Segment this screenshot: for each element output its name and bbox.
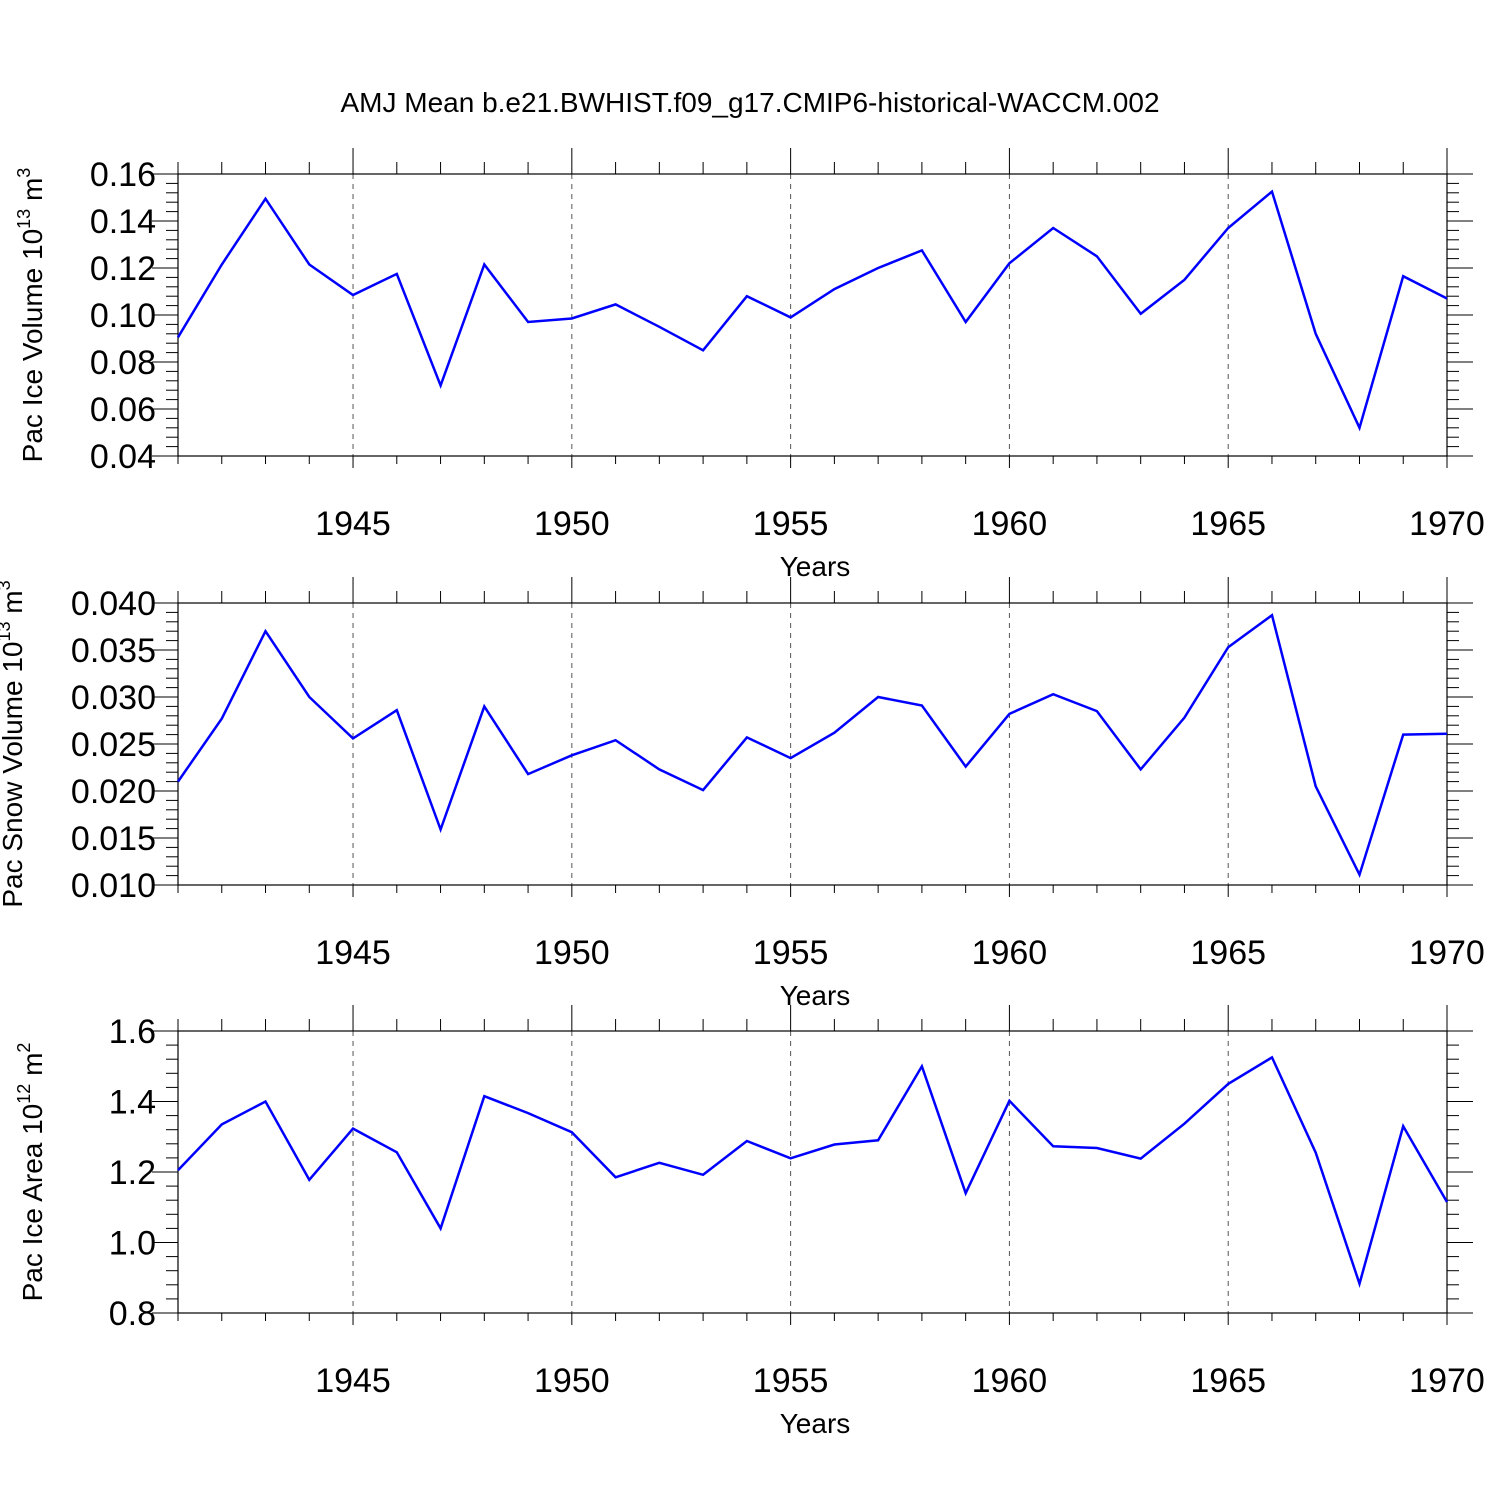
series-line: [176, 613, 1448, 879]
x-tick-label: 1955: [753, 1362, 829, 1400]
y-tick-label: 0.10: [90, 297, 156, 335]
chart-panel-1: 0.04 0.06 0.08 0.10 0.12 0.14 0.16 1945 1950 1955…: [14, 148, 1485, 582]
y-axis-label-unit-exponent: 3: [14, 168, 34, 178]
y-tick-label: 0.12: [90, 250, 156, 288]
y-axis-label-main: Pac Ice Area 10: [17, 1104, 48, 1302]
y-axis-label-exponent: 13: [14, 209, 34, 229]
series-line: [176, 189, 1448, 432]
x-tick-label: 1970: [1409, 934, 1485, 972]
y-axis-label-exponent: 12: [14, 1084, 34, 1104]
y-tick-label: 0.030: [71, 679, 156, 717]
x-tick-label: 1960: [972, 1362, 1048, 1400]
y-tick-label: 0.010: [71, 867, 156, 905]
x-tick-label: 1950: [534, 1362, 610, 1400]
y-axis-label-unit: m: [17, 1053, 48, 1084]
x-tick-label: 1945: [315, 934, 391, 972]
y-axis-label-exponent: 13: [0, 621, 14, 641]
y-tick-label: 0.16: [90, 156, 156, 194]
y-axis-label-unit: m: [17, 178, 48, 209]
y-tick-label: 1.4: [109, 1084, 156, 1122]
y-tick-label: 0.14: [90, 203, 156, 241]
y-tick-label: 0.025: [71, 726, 156, 764]
x-tick-label: 1950: [534, 505, 610, 543]
panels: 0.04 0.06 0.08 0.10 0.12 0.14 0.16 1945 1950 1955…: [0, 148, 1485, 1439]
figure-title: AMJ Mean b.e21.BWHIST.f09_g17.CMIP6-hist…: [340, 87, 1159, 118]
y-tick-label: 1.6: [109, 1013, 156, 1051]
y-tick-label: 0.08: [90, 344, 156, 382]
y-tick-label: 1.0: [109, 1225, 156, 1263]
y-axis-label: Pac Snow Volume 1013 m3: [0, 580, 28, 907]
x-tick-label: 1970: [1409, 1362, 1485, 1400]
y-tick-label: 0.06: [90, 391, 156, 429]
y-tick-label: 0.040: [71, 585, 156, 623]
x-tick-label: 1945: [315, 1362, 391, 1400]
x-tick-label: 1965: [1190, 1362, 1266, 1400]
y-tick-label: 0.04: [90, 438, 156, 476]
y-tick-label: 0.8: [109, 1295, 156, 1333]
y-tick-label: 0.015: [71, 820, 156, 858]
x-tick-label: 1965: [1190, 934, 1266, 972]
chart-panel-2: 0.010 0.015 0.020 0.025 0.030 0.035 0.040 1945 1…: [0, 577, 1485, 1011]
y-tick-label: 0.020: [71, 773, 156, 811]
y-tick-label: 1.2: [109, 1154, 156, 1192]
x-axis-label: Years: [780, 1408, 851, 1439]
series-line: [177, 1055, 1449, 1288]
x-axis-label: Years: [780, 551, 851, 582]
x-tick-label: 1945: [315, 505, 391, 543]
chart-panel-3: 0.8 1.0 1.2 1.4 1.6 1945 1950 1955 1960 1965 1970 Y…: [14, 1005, 1485, 1439]
x-axis-label: Years: [780, 980, 851, 1011]
x-tick-label: 1965: [1190, 505, 1266, 543]
x-tick-label: 1955: [753, 505, 829, 543]
x-tick-label: 1955: [753, 934, 829, 972]
y-axis-label: Pac Ice Area 1012 m2: [14, 1043, 48, 1302]
y-axis-label-unit-exponent: 3: [0, 580, 14, 590]
y-axis-label-main: Pac Ice Volume 10: [17, 229, 48, 462]
x-tick-label: 1960: [972, 934, 1048, 972]
y-axis-label-main: Pac Snow Volume 10: [0, 641, 28, 907]
y-tick-label: 0.035: [71, 632, 156, 670]
y-axis-label-unit-exponent: 2: [14, 1043, 34, 1053]
x-tick-label: 1960: [972, 505, 1048, 543]
x-tick-label: 1950: [534, 934, 610, 972]
y-axis-label-unit: m: [0, 590, 28, 621]
x-tick-label: 1970: [1409, 505, 1485, 543]
y-axis-label: Pac Ice Volume 1013 m3: [14, 168, 48, 463]
